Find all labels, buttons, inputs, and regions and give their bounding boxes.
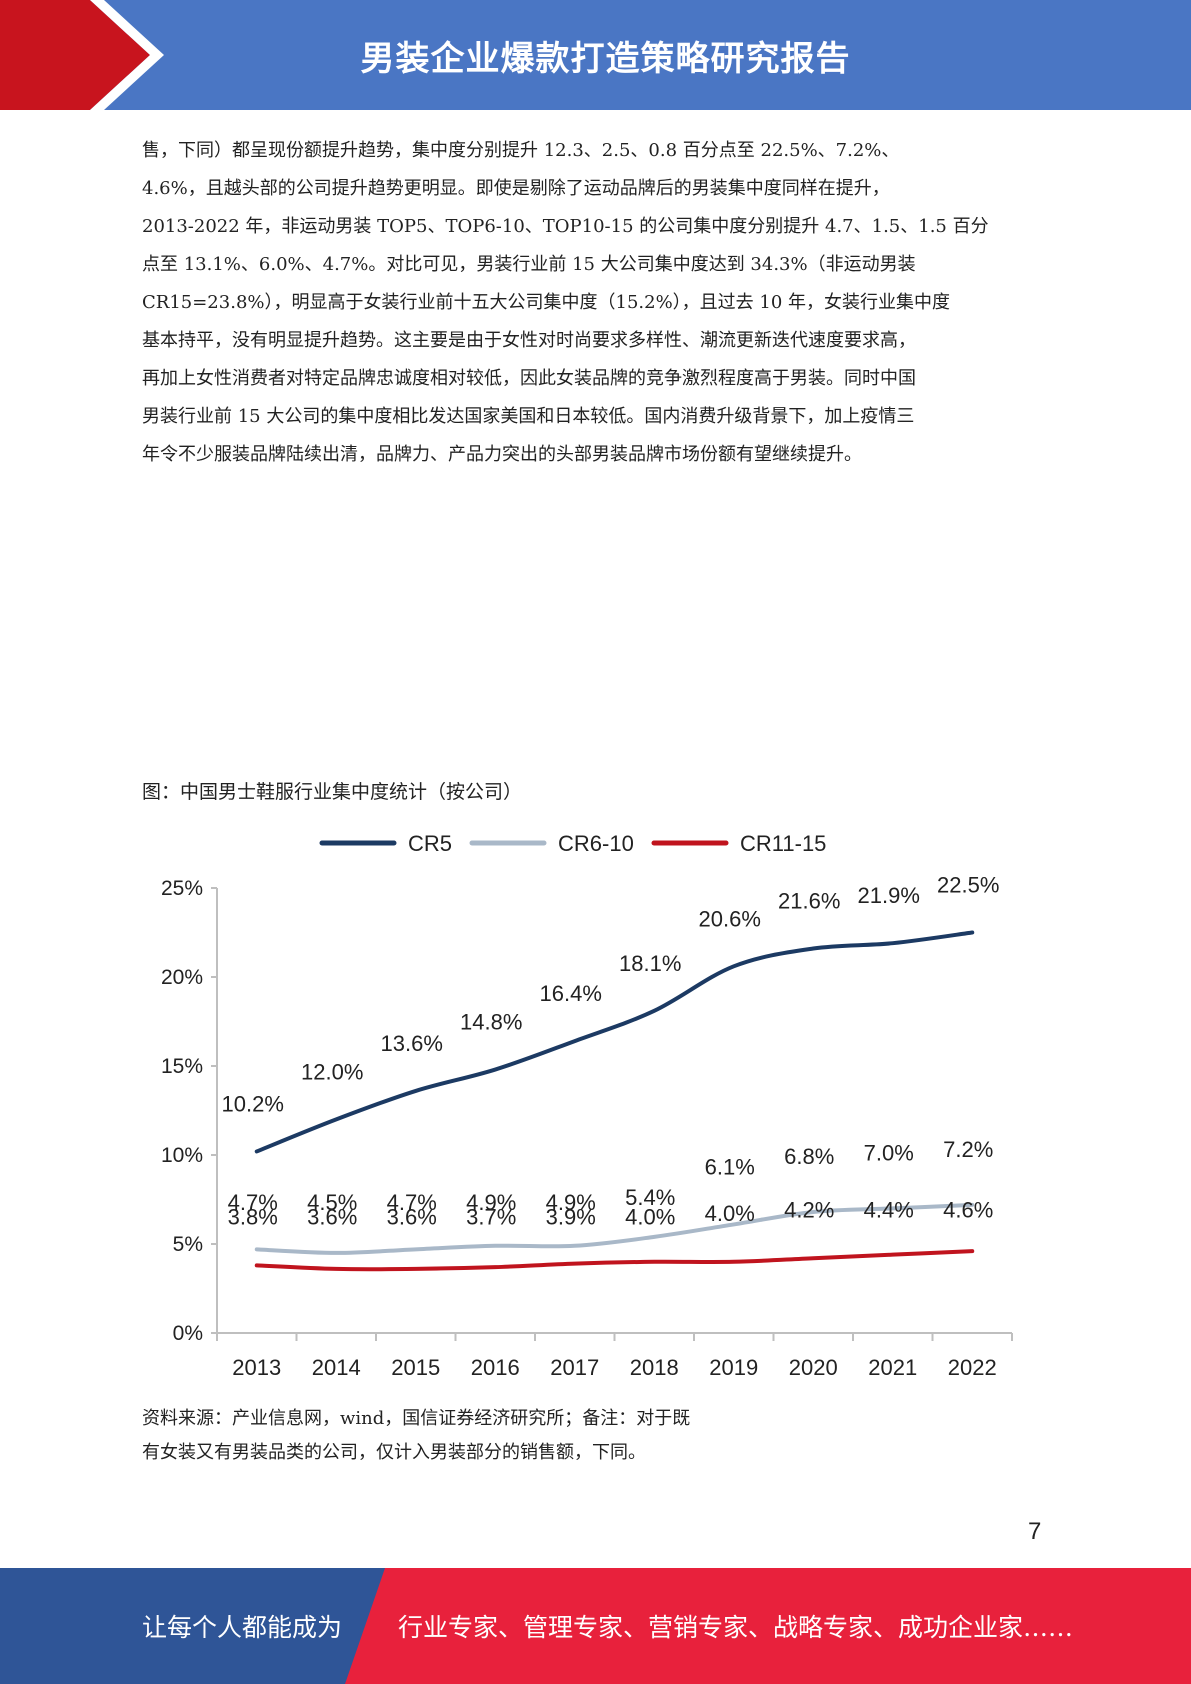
x-tick-label: 2013 (232, 1355, 281, 1380)
footer-slant-decoration (0, 1568, 385, 1684)
data-label: 4.6% (943, 1197, 993, 1222)
legend-label: CR5 (408, 831, 452, 856)
data-label: 3.9% (546, 1204, 596, 1229)
data-label: 3.7% (466, 1204, 516, 1229)
body-text: 售，下同）都呈现份额提升趋势，集中度分别提升 12.3、2.5、0.8 百分点至… (142, 132, 1052, 474)
series-line-cr11-15 (254, 1249, 975, 1272)
body-line: 男装行业前 15 大公司的集中度相比发达国家美国和日本较低。国内消费升级背景下，… (142, 406, 915, 427)
data-label: 4.9% (546, 1190, 596, 1215)
source-line: 有女装又有男装品类的公司，仅计入男装部分的销售额，下同。 (142, 1442, 646, 1463)
legend-label: CR6-10 (558, 831, 634, 856)
x-tick-label: 2015 (391, 1355, 440, 1380)
data-label: 5.4% (625, 1185, 675, 1210)
data-label: 7.2% (943, 1137, 993, 1162)
x-tick-label: 2014 (312, 1355, 361, 1380)
data-label: 4.9% (466, 1190, 516, 1215)
data-label: 3.6% (387, 1204, 437, 1229)
y-tick-label: 10% (161, 1144, 203, 1167)
data-label: 4.0% (705, 1201, 755, 1226)
data-label: 3.8% (228, 1204, 278, 1229)
x-tick-label: 2021 (868, 1355, 917, 1380)
x-tick-label: 2019 (709, 1355, 758, 1380)
header-arrow-decoration (0, 0, 164, 110)
body-line: 再加上女性消费者对特定品牌忠诚度相对较低，因此女装品牌的竞争激烈程度高于男装。同… (142, 368, 916, 389)
figure-source: 资料来源：产业信息网，wind，国信证券经济研究所；备注：对于既 有女装又有男装… (142, 1402, 1002, 1470)
document-title: 男装企业爆款打造策略研究报告 (360, 38, 851, 79)
data-label: 22.5% (937, 873, 999, 898)
page-number: 7 (1028, 1518, 1042, 1545)
body-line: 2013-2022 年，非运动男装 TOP5、TOP6-10、TOP10-15 … (142, 216, 989, 237)
x-tick-label: 2016 (471, 1355, 520, 1380)
data-label: 14.8% (460, 1010, 522, 1035)
body-line: 售，下同）都呈现份额提升趋势，集中度分别提升 12.3、2.5、0.8 百分点至… (142, 140, 900, 161)
data-label: 4.0% (625, 1204, 675, 1229)
legend-label: CR11-15 (740, 831, 826, 856)
y-tick-label: 25% (161, 877, 203, 900)
y-tick-label: 5% (173, 1233, 203, 1256)
footer-slogan-left: 让每个人都能成为 (142, 1613, 343, 1642)
data-label: 12.0% (301, 1059, 363, 1084)
footer-banner: 让每个人都能成为 行业专家、管理专家、营销专家、战略专家、成功企业家…… (0, 1568, 1191, 1684)
data-label: 4.4% (864, 1197, 914, 1222)
x-tick-label: 2020 (789, 1355, 838, 1380)
header-banner: 男装企业爆款打造策略研究报告 (0, 0, 1191, 110)
data-label: 4.7% (228, 1190, 278, 1215)
data-label: 4.7% (387, 1190, 437, 1215)
data-label: 4.2% (784, 1197, 834, 1222)
data-label: 7.0% (864, 1140, 914, 1165)
data-label: 20.6% (699, 906, 761, 931)
data-label: 13.6% (381, 1031, 443, 1056)
x-tick-label: 2022 (948, 1355, 997, 1380)
x-tick-label: 2018 (630, 1355, 679, 1380)
data-label: 3.6% (307, 1204, 357, 1229)
x-tick-label: 2017 (550, 1355, 599, 1380)
y-tick-label: 15% (161, 1055, 203, 1078)
data-label: 21.6% (778, 889, 840, 914)
body-line: CR15=23.8%），明显高于女装行业前十五大公司集中度（15.2%），且过去… (142, 292, 951, 313)
data-label: 18.1% (619, 951, 681, 976)
y-tick-label: 20% (161, 966, 203, 989)
y-tick-label: 0% (173, 1322, 203, 1345)
data-label: 6.8% (784, 1144, 834, 1169)
data-label: 10.2% (222, 1091, 284, 1116)
series-line-cr5 (254, 930, 975, 1154)
data-label: 4.5% (307, 1190, 357, 1215)
body-line: 年令不少服装品牌陆续出清，品牌力、产品力突出的头部男装品牌市场份额有望继续提升。 (142, 444, 862, 465)
footer-slogan-right: 行业专家、管理专家、营销专家、战略专家、成功企业家…… (398, 1613, 1074, 1642)
figure-caption: 图：中国男士鞋服行业集中度统计（按公司） (142, 781, 523, 803)
data-label: 6.1% (705, 1155, 755, 1180)
body-line: 基本持平，没有明显提升趋势。这主要是由于女性对时尚要求多样性、潮流更新迭代速度要… (142, 330, 916, 351)
data-label: 21.9% (858, 883, 920, 908)
body-line: 4.6%，且越头部的公司提升趋势更明显。即使是剔除了运动品牌后的男装集中度同样在… (142, 178, 890, 199)
concentration-line-chart: 0% 5% 10% 15% 20% 25% 2013 2014 2015 2016 2017 2018… (142, 815, 1042, 1390)
series-line-cr6-10 (254, 1202, 975, 1255)
chart-svg: 0% 5% 10% 15% 20% 25% 2013 2014 2015 2016 2017 2018… (161, 831, 1013, 1380)
data-label: 16.4% (540, 981, 602, 1006)
body-line: 点至 13.1%、6.0%、4.7%。对比可见，男装行业前 15 大公司集中度达… (142, 254, 916, 275)
source-line: 资料来源：产业信息网，wind，国信证券经济研究所；备注：对于既 (142, 1408, 691, 1429)
